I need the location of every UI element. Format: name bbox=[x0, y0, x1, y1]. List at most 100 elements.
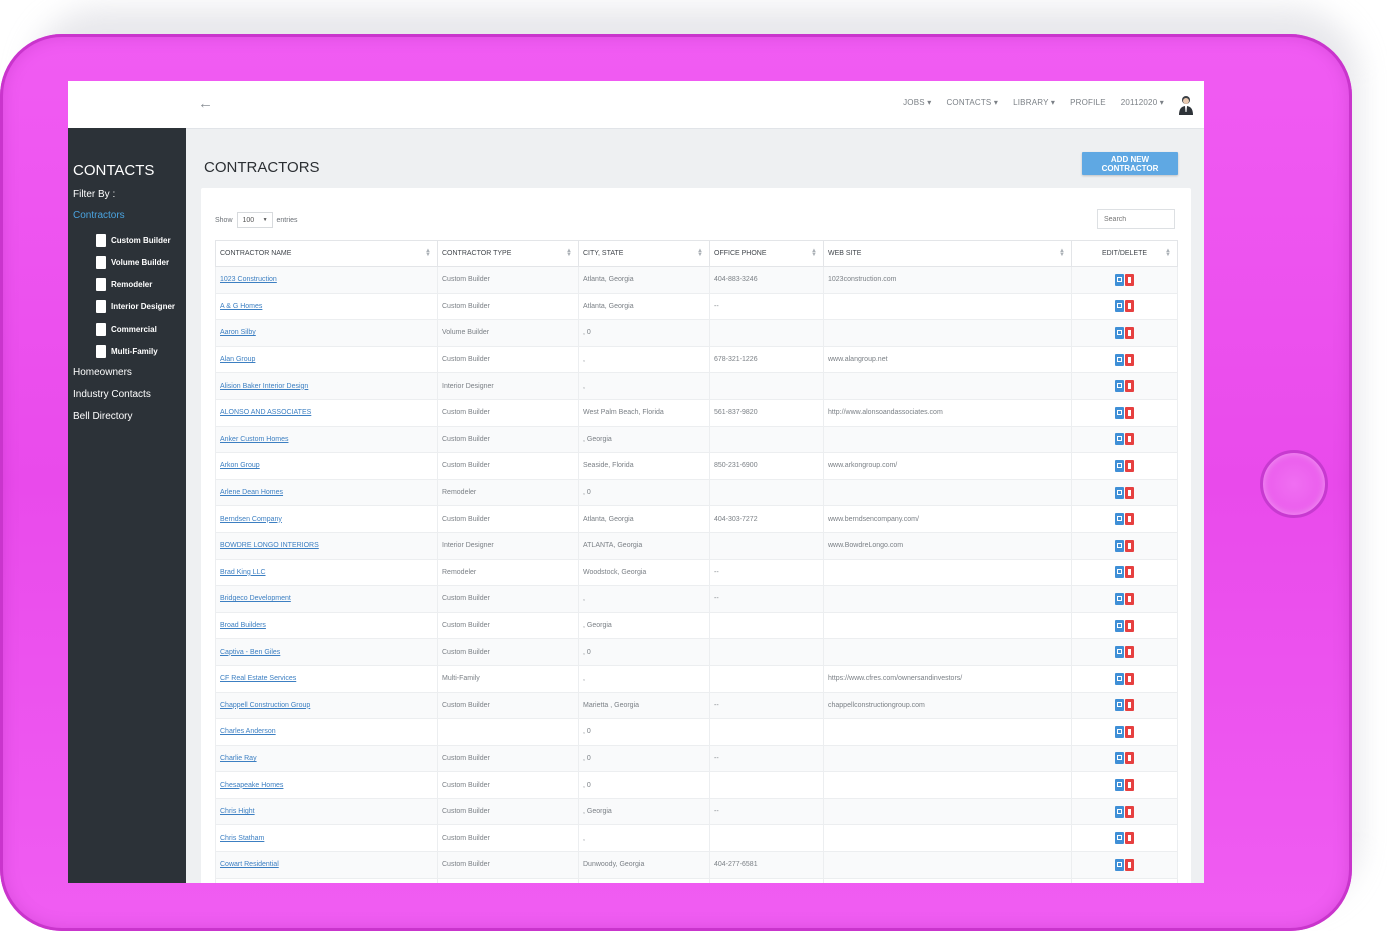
delete-icon[interactable] bbox=[1125, 273, 1134, 286]
delete-icon[interactable] bbox=[1125, 699, 1134, 712]
cell-contractor-name[interactable] bbox=[215, 877, 438, 883]
avatar-icon[interactable] bbox=[1178, 94, 1194, 116]
nav-profile[interactable]: PROFILE bbox=[1070, 98, 1106, 107]
edit-icon[interactable] bbox=[1115, 433, 1124, 446]
sidebar-item-homeowners[interactable]: Homeowners bbox=[73, 367, 132, 378]
delete-icon[interactable] bbox=[1125, 725, 1134, 738]
sidebar-item-bell-directory[interactable]: Bell Directory bbox=[73, 411, 133, 422]
delete-icon[interactable] bbox=[1125, 539, 1134, 552]
col-edit-delete[interactable]: EDIT/DELETE ▲ ▼ bbox=[1071, 240, 1178, 267]
edit-icon[interactable] bbox=[1115, 300, 1124, 313]
add-new-contractor-button[interactable]: ADD NEW CONTRACTOR bbox=[1082, 152, 1178, 175]
cell-contractor-name[interactable]: Captiva - Ben Giles bbox=[215, 638, 438, 666]
cell-contractor-name[interactable]: Broad Builders bbox=[215, 611, 438, 640]
entries-select[interactable]: 100 ▼ bbox=[236, 212, 273, 228]
filter-multi-family[interactable]: Multi-Family bbox=[96, 345, 158, 358]
delete-icon[interactable] bbox=[1125, 858, 1134, 871]
search-input[interactable] bbox=[1097, 209, 1175, 229]
cell-contractor-name[interactable]: Bridgeco Development bbox=[215, 585, 438, 613]
delete-icon[interactable] bbox=[1125, 619, 1134, 632]
nav-contacts[interactable]: CONTACTS ▾ bbox=[946, 98, 999, 107]
edit-icon[interactable] bbox=[1115, 326, 1124, 339]
filter-volume-builder[interactable]: Volume Builder bbox=[96, 256, 169, 269]
edit-icon[interactable] bbox=[1115, 486, 1124, 499]
cell-contractor-name[interactable]: 1023 Construction bbox=[215, 266, 438, 294]
edit-icon[interactable] bbox=[1115, 619, 1124, 632]
cell-contractor-name[interactable]: Chris Statham bbox=[215, 824, 438, 853]
edit-icon[interactable] bbox=[1115, 353, 1124, 366]
cell-contractor-name[interactable]: CF Real Estate Services bbox=[215, 664, 438, 693]
filter-remodeler[interactable]: Remodeler bbox=[96, 278, 152, 291]
checkbox[interactable] bbox=[96, 323, 106, 336]
edit-icon[interactable] bbox=[1115, 779, 1124, 792]
edit-icon[interactable] bbox=[1115, 380, 1124, 393]
col-city-state[interactable]: CITY, STATE ▲ ▼ bbox=[578, 240, 710, 267]
delete-icon[interactable] bbox=[1125, 592, 1134, 605]
cell-contractor-name[interactable]: BOWDRE LONGO INTERIORS bbox=[215, 531, 438, 560]
edit-icon[interactable] bbox=[1115, 672, 1124, 685]
edit-icon[interactable] bbox=[1115, 752, 1124, 765]
cell-contractor-name[interactable]: Alan Group bbox=[215, 345, 438, 374]
delete-icon[interactable] bbox=[1125, 646, 1134, 659]
sidebar-item-contractors[interactable]: Contractors bbox=[73, 210, 125, 221]
back-arrow-icon[interactable]: ← bbox=[198, 95, 213, 112]
delete-icon[interactable] bbox=[1125, 406, 1134, 419]
cell-contractor-name[interactable]: Chesapeake Homes bbox=[215, 771, 438, 799]
edit-icon[interactable] bbox=[1115, 592, 1124, 605]
cell-contractor-name[interactable]: Charles Anderson bbox=[215, 718, 438, 746]
cell-contractor-name[interactable]: Anker Custom Homes bbox=[215, 425, 438, 454]
edit-icon[interactable] bbox=[1115, 699, 1124, 712]
delete-icon[interactable] bbox=[1125, 805, 1134, 818]
edit-icon[interactable] bbox=[1115, 273, 1124, 286]
filter-interior-designer[interactable]: Interior Designer bbox=[96, 300, 175, 313]
edit-icon[interactable] bbox=[1115, 832, 1124, 845]
cell-contractor-name[interactable]: Charlie Ray bbox=[215, 744, 438, 773]
edit-icon[interactable] bbox=[1115, 406, 1124, 419]
checkbox[interactable] bbox=[96, 278, 106, 291]
checkbox[interactable] bbox=[96, 256, 106, 269]
cell-contractor-name[interactable]: Arkon Group bbox=[215, 452, 438, 480]
cell-contractor-name[interactable]: Chappell Construction Group bbox=[215, 691, 438, 720]
delete-icon[interactable] bbox=[1125, 380, 1134, 393]
col-contractor-type[interactable]: CONTRACTOR TYPE ▲ ▼ bbox=[437, 240, 579, 267]
edit-icon[interactable] bbox=[1115, 459, 1124, 472]
nav-user-id[interactable]: 20112020 ▾ bbox=[1120, 98, 1164, 107]
delete-icon[interactable] bbox=[1125, 300, 1134, 313]
delete-icon[interactable] bbox=[1125, 513, 1134, 526]
edit-icon[interactable] bbox=[1115, 725, 1124, 738]
edit-icon[interactable] bbox=[1115, 539, 1124, 552]
cell-contractor-name[interactable]: Berndsen Company bbox=[215, 505, 438, 533]
checkbox[interactable] bbox=[96, 234, 106, 247]
cell-contractor-name[interactable]: A & G Homes bbox=[215, 292, 438, 321]
checkbox[interactable] bbox=[96, 300, 106, 313]
delete-icon[interactable] bbox=[1125, 433, 1134, 446]
cell-contractor-name[interactable]: Chris Hight bbox=[215, 797, 438, 826]
delete-icon[interactable] bbox=[1125, 326, 1134, 339]
delete-icon[interactable] bbox=[1125, 672, 1134, 685]
delete-icon[interactable] bbox=[1125, 832, 1134, 845]
edit-icon[interactable] bbox=[1115, 513, 1124, 526]
cell-contractor-name[interactable]: Alision Baker Interior Design bbox=[215, 372, 438, 400]
col-contractor-name[interactable]: CONTRACTOR NAME ▲ ▼ bbox=[215, 240, 438, 267]
edit-icon[interactable] bbox=[1115, 858, 1124, 871]
delete-icon[interactable] bbox=[1125, 459, 1134, 472]
edit-icon[interactable] bbox=[1115, 646, 1124, 659]
col-office-phone[interactable]: OFFICE PHONE ▲ ▼ bbox=[709, 240, 824, 267]
cell-contractor-name[interactable]: Arlene Dean Homes bbox=[215, 478, 438, 507]
cell-contractor-name[interactable]: Cowart Residential bbox=[215, 851, 438, 879]
nav-jobs[interactable]: JOBS ▾ bbox=[903, 98, 932, 107]
sidebar-item-industry-contacts[interactable]: Industry Contacts bbox=[73, 389, 151, 400]
cell-contractor-name[interactable]: Aaron Silby bbox=[215, 319, 438, 347]
edit-icon[interactable] bbox=[1115, 566, 1124, 579]
delete-icon[interactable] bbox=[1125, 779, 1134, 792]
filter-custom-builder[interactable]: Custom Builder bbox=[96, 234, 171, 247]
edit-icon[interactable] bbox=[1115, 805, 1124, 818]
cell-contractor-name[interactable]: Brad King LLC bbox=[215, 558, 438, 587]
checkbox[interactable] bbox=[96, 345, 106, 358]
delete-icon[interactable] bbox=[1125, 752, 1134, 765]
delete-icon[interactable] bbox=[1125, 353, 1134, 366]
nav-library[interactable]: LIBRARY ▾ bbox=[1013, 98, 1056, 107]
delete-icon[interactable] bbox=[1125, 486, 1134, 499]
cell-contractor-name[interactable]: ALONSO AND ASSOCIATES bbox=[215, 398, 438, 427]
col-web-site[interactable]: WEB SITE ▲ ▼ bbox=[823, 240, 1072, 267]
